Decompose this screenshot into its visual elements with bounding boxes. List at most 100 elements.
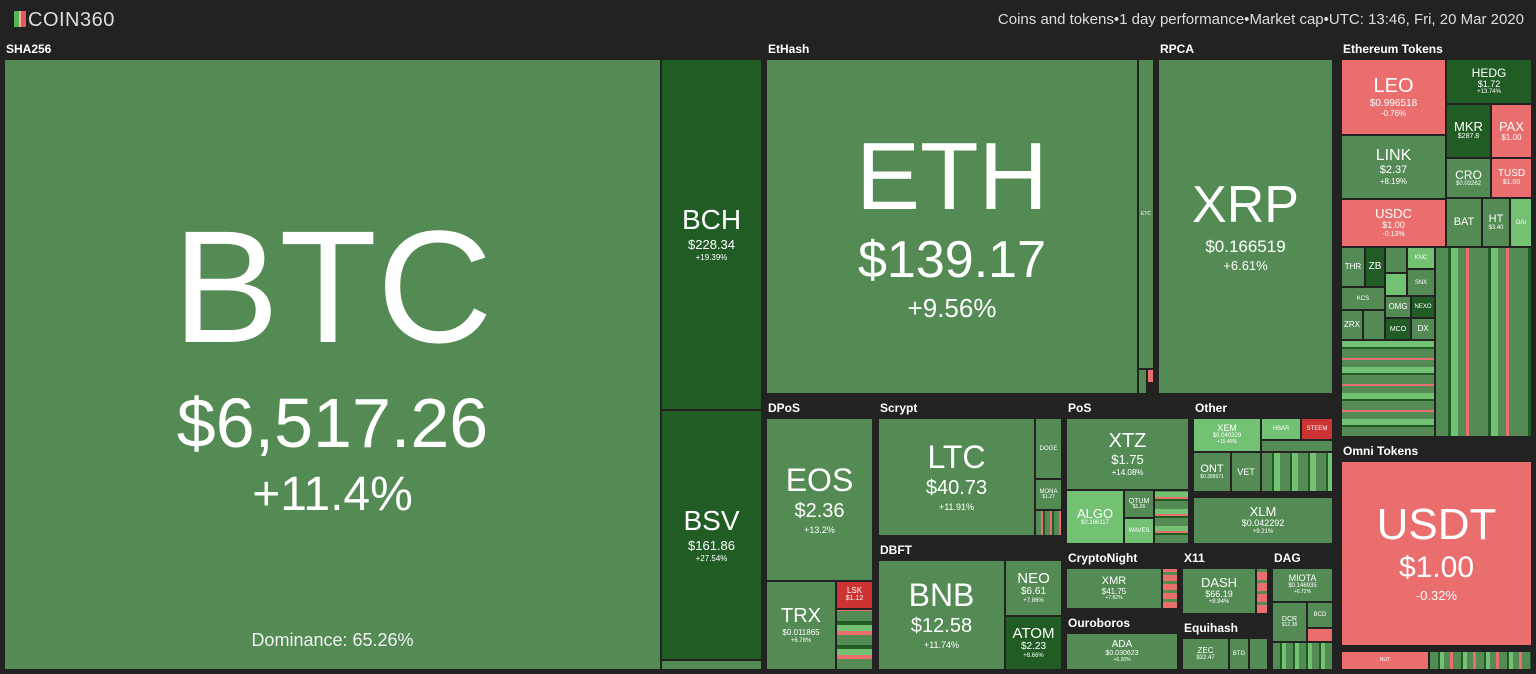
tile-price: $0.166519 [1205,237,1286,257]
tile-symbol: XEM [1217,423,1237,434]
tile-dx[interactable]: DX [1411,318,1435,340]
small-coins-sha256 [661,660,762,670]
tile-kcs[interactable]: KCS [1341,287,1385,310]
tile-change: +14.08% [1111,467,1144,477]
tile-price: $1.00 [1501,132,1522,142]
tile-steem[interactable]: STEEM [1301,418,1333,440]
tile-bcd[interactable]: BCD [1307,602,1333,628]
tile-trx[interactable]: TRX $0.011865 +6.78% [766,581,836,670]
section-equihash: Equihash [1184,621,1239,635]
tile-vet[interactable]: VET [1231,452,1261,492]
tile-price: $1.27 [1042,493,1055,500]
tile-symbol: DASH [1200,574,1238,590]
tile-doge[interactable]: DOGE [1035,418,1062,479]
tile-cro[interactable]: CRO $0.03262 [1446,158,1491,198]
filter-metric[interactable]: Market cap [1249,11,1324,28]
tile-bch[interactable]: BCH $228.34 +19.39% [661,59,762,410]
tile-snx[interactable]: SNX [1407,269,1435,296]
filter-period[interactable]: 1 day performance [1119,11,1245,28]
tile-dai[interactable]: DAI [1510,198,1532,247]
section-dag: DAG [1274,551,1301,565]
small-equihash-coins [1249,638,1268,670]
tile-xlm[interactable]: XLM $0.042292 +9.21% [1193,497,1333,544]
tile-symbol: ZB [1368,261,1382,272]
tile-thr[interactable]: THR [1341,247,1365,287]
tile-xrp[interactable]: XRP $0.166519 +6.61% [1158,59,1333,394]
tile-symbol: HEDG [1471,65,1507,80]
tile-etc[interactable]: ETC [1138,59,1154,369]
tile-pax[interactable]: PAX $1.00 [1491,104,1532,158]
tile-miota[interactable]: MIOTA $0.146935 +6.72% [1272,568,1333,602]
section-other: Other [1195,401,1228,415]
tile-small[interactable] [1385,273,1407,296]
tile-change: -0.76% [1380,109,1407,119]
tile-knc[interactable]: KNC [1407,247,1435,269]
tile-small[interactable] [1363,310,1385,340]
section-ethereum-tokens: Ethereum Tokens [1343,42,1443,56]
tile-price: $2.36 [794,499,845,522]
tile-qtum[interactable]: QTUM $1.26 [1124,490,1154,518]
tile-ont[interactable]: ONT $0.399971 [1193,452,1231,492]
small-dag-coins [1307,628,1333,642]
tile-btc[interactable]: BTC $6,517.26 +11.4% Dominance: 65.26% [4,59,661,670]
tile-leo[interactable]: LEO $0.996518 -0.76% [1341,59,1446,135]
tile-omg[interactable]: OMG [1385,296,1411,318]
tile-symbol: THR [1344,262,1362,271]
tile-zb[interactable]: ZB [1365,247,1385,287]
tile-usdt[interactable]: USDT $1.00 -0.32% [1341,461,1532,646]
tile-link[interactable]: LINK $2.37 +8.19% [1341,135,1446,199]
section-pos: PoS [1068,401,1092,415]
tile-xem[interactable]: XEM $0.040329 +15.46% [1193,418,1261,452]
tile-bnb[interactable]: BNB $12.58 +11.74% [878,560,1005,670]
tile-dash[interactable]: DASH $66.19 +8.94% [1182,568,1256,614]
tile-algo[interactable]: ALGO $0.166117 [1066,490,1124,544]
tile-ht[interactable]: HT $3.40 [1482,198,1510,247]
tile-symbol: MONA [1039,488,1058,495]
tile-change: +6.78% [790,637,812,644]
tile-bsv[interactable]: BSV $161.86 +27.54% [661,410,762,660]
tile-zrx[interactable]: ZRX [1341,310,1363,340]
tile-change: +7.82% [1105,594,1123,601]
tile-waves[interactable]: WAVES [1124,518,1154,544]
tile-usdc[interactable]: USDC $1.00 -0.13% [1341,199,1446,247]
tile-xtz[interactable]: XTZ $1.75 +14.08% [1066,418,1189,490]
tile-dcr[interactable]: DCR $12.38 [1272,602,1307,642]
filter-coins-tokens[interactable]: Coins and tokens [997,11,1114,28]
tile-hbar[interactable]: HBAR [1261,418,1301,440]
coin360-logo[interactable]: COIN360 [14,9,115,32]
tile-small[interactable] [1385,247,1407,273]
tile-tusd[interactable]: TUSD $1.00 [1491,158,1532,198]
separator: • [1323,11,1329,28]
filter-bar: Coins and tokens•1 day performance•Marke… [998,11,1524,28]
tile-price: $1.00 [1398,550,1475,584]
tile-symbol: USDT [1376,499,1497,549]
tile-change: +13.2% [804,524,835,535]
tile-bat[interactable]: BAT [1446,198,1482,247]
tile-symbol: KNC [1414,255,1428,261]
separator: • [1244,11,1250,28]
tile-atom[interactable]: ATOM $2.23 +8.66% [1005,616,1062,670]
tile-eth[interactable]: ETH $139.17 +9.56% [766,59,1138,394]
tile-ada[interactable]: ADA $0.030623 +6.20% [1066,633,1178,670]
tile-hedg[interactable]: HEDG $1.72 +13.74% [1446,59,1532,104]
tile-mona[interactable]: MONA $1.27 [1035,479,1062,510]
tile-lsk[interactable]: LSK $1.12 [836,581,873,609]
tile-mco[interactable]: MCO [1385,318,1411,340]
tile-mkr[interactable]: MKR $287.8 [1446,104,1491,158]
tile-zec[interactable]: ZEC $32.47 [1182,638,1229,670]
tile-symbol: ZEC [1197,645,1214,655]
small-other-coins [1261,452,1333,492]
tile-symbol: BCD [1313,612,1327,618]
tile-change: +8.66% [1023,652,1044,659]
tile-ltc[interactable]: LTC $40.73 +11.91% [878,418,1035,536]
tile-nexo[interactable]: NEXO [1411,296,1435,318]
tile-xmr[interactable]: XMR $41.75 +7.82% [1066,568,1162,609]
tile-symbol: CRO [1455,167,1482,182]
tile-neo[interactable]: NEO $6.61 +7.86% [1005,560,1062,616]
tile-btg[interactable]: BTG [1229,638,1249,670]
section-cryptonight: CryptoNight [1068,551,1138,565]
tile-nut[interactable]: NUT [1341,651,1429,670]
tile-symbol: NEXO [1414,304,1432,310]
tile-price: $1.00 [1502,178,1521,186]
tile-eos[interactable]: EOS $2.36 +13.2% [766,418,873,581]
